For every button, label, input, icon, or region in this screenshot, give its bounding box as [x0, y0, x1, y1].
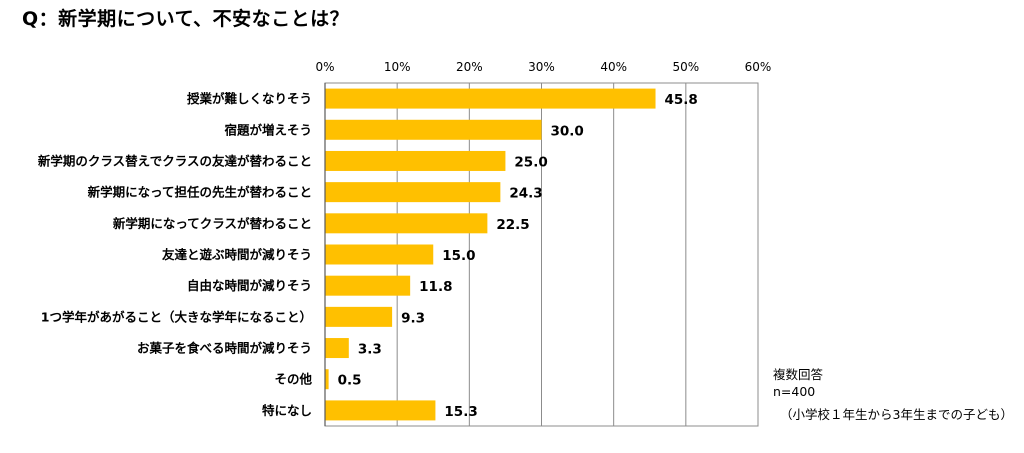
data-label: 15.0 — [442, 248, 475, 264]
category-label: 授業が難しくなりそう — [187, 91, 312, 106]
respondents-note: （小学校１年生から3年生までの子ども） — [780, 407, 1013, 422]
bar — [325, 119, 542, 140]
category-label: 友達と遊ぶ時間が減りそう — [161, 247, 312, 262]
response-type-note: 複数回答 — [773, 367, 824, 382]
x-tick-label: 10% — [384, 60, 411, 74]
data-label: 25.0 — [514, 154, 547, 170]
data-label: 22.5 — [496, 217, 529, 233]
bar — [325, 150, 506, 171]
category-label: 新学期のクラス替えでクラスの友達が替わること — [38, 153, 312, 168]
bar — [325, 182, 501, 203]
data-label: 11.8 — [419, 279, 452, 295]
bar — [325, 213, 488, 234]
category-label: 宿題が増えそう — [224, 122, 312, 137]
bar — [325, 400, 436, 421]
category-label: お菓子を食べる時間が減りそう — [137, 341, 312, 356]
x-tick-label: 0% — [315, 60, 334, 74]
category-label: その他 — [274, 372, 312, 387]
bar — [325, 338, 349, 359]
category-label: 自由な時間が減りそう — [187, 278, 312, 293]
bar — [325, 275, 411, 296]
x-tick-label: 60% — [745, 60, 772, 74]
bar — [325, 306, 393, 327]
data-label: 3.3 — [358, 342, 382, 358]
data-label: 30.0 — [551, 123, 584, 139]
data-label: 24.3 — [509, 186, 542, 202]
category-label: 新学期になって担任の先生が替わること — [88, 185, 312, 200]
x-tick-label: 20% — [456, 60, 483, 74]
x-tick-label: 40% — [600, 60, 627, 74]
data-label: 0.5 — [338, 373, 362, 389]
data-label: 15.3 — [444, 404, 477, 420]
bar — [325, 244, 434, 265]
data-label: 45.8 — [665, 92, 698, 108]
chart-title: Q：新学期について、不安なことは？ — [22, 8, 350, 30]
category-label: 特になし — [262, 403, 312, 418]
data-label: 9.3 — [401, 310, 425, 326]
bar — [325, 88, 656, 109]
x-tick-label: 50% — [672, 60, 699, 74]
category-label: 1つ学年があがること（大きな学年になること） — [41, 309, 312, 324]
x-tick-label: 30% — [528, 60, 555, 74]
bar — [325, 369, 329, 390]
category-label: 新学期になってクラスが替わること — [113, 216, 312, 231]
sample-size-note: n=400 — [773, 384, 816, 399]
